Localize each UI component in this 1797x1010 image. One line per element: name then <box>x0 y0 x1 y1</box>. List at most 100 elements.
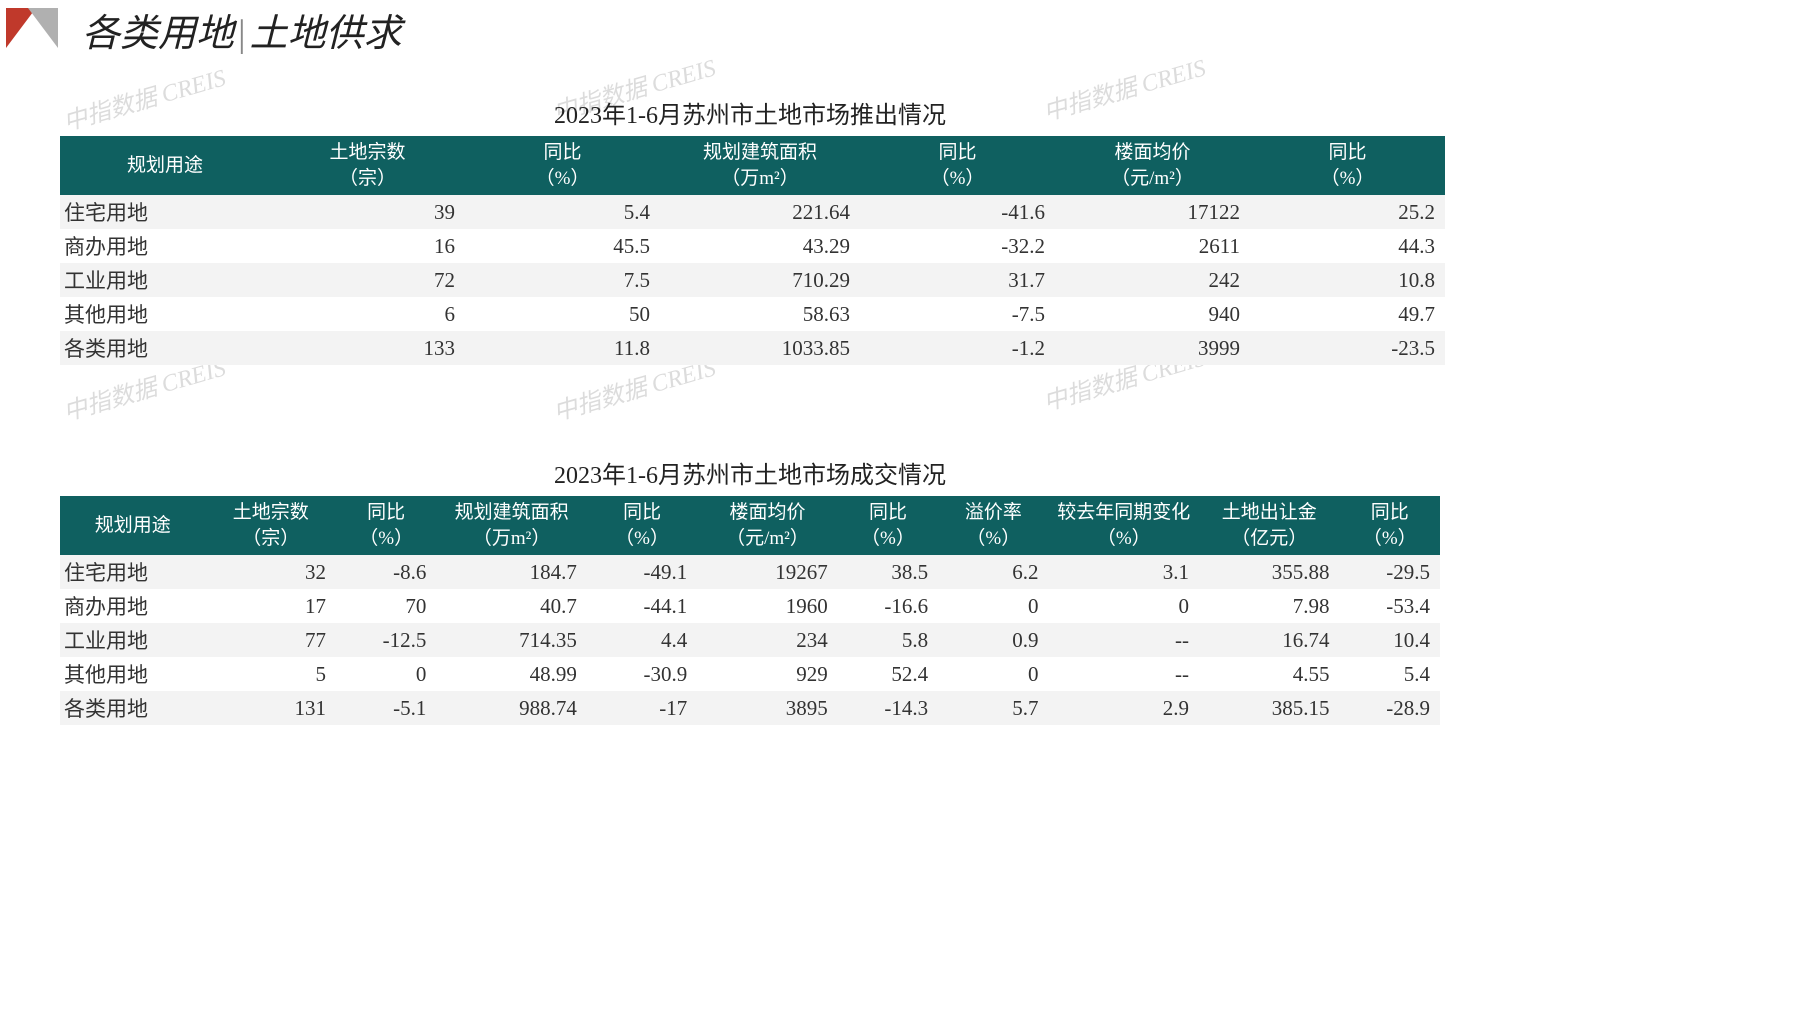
col-header: 规划用途 <box>60 496 206 555</box>
cell-value: 4.55 <box>1199 657 1340 691</box>
table-row: 工业用地77-12.5714.354.42345.80.9--16.7410.4 <box>60 623 1440 657</box>
cell-value: 184.7 <box>436 555 587 589</box>
cell-value: 5.4 <box>465 195 660 229</box>
cell-value: 43.29 <box>660 229 860 263</box>
cell-value: 5.4 <box>1340 657 1440 691</box>
cell-value: -14.3 <box>838 691 938 725</box>
logo-mark <box>6 8 66 48</box>
table1-container: 2023年1-6月苏州市土地市场推出情况规划用途土地宗数（宗）同比（%）规划建筑… <box>60 95 1440 365</box>
cell-value: 58.63 <box>660 297 860 331</box>
cell-value: 929 <box>697 657 838 691</box>
cell-value: -- <box>1049 623 1200 657</box>
cell-value: 1033.85 <box>660 331 860 365</box>
cell-value: 44.3 <box>1250 229 1445 263</box>
cell-value: -41.6 <box>860 195 1055 229</box>
cell-value: 17 <box>206 589 336 623</box>
deal-table-title: 2023年1-6月苏州市土地市场成交情况 <box>60 455 1440 490</box>
supply-table-title: 2023年1-6月苏州市土地市场推出情况 <box>60 95 1440 130</box>
col-header: 土地宗数（宗） <box>270 136 465 195</box>
row-label: 工业用地 <box>60 623 206 657</box>
table2-container: 2023年1-6月苏州市土地市场成交情况规划用途土地宗数（宗）同比（%）规划建筑… <box>60 455 1440 725</box>
cell-value: -5.1 <box>336 691 436 725</box>
row-label: 其他用地 <box>60 297 270 331</box>
cell-value: 3895 <box>697 691 838 725</box>
col-header: 较去年同期变化（%） <box>1049 496 1200 555</box>
cell-value: -32.2 <box>860 229 1055 263</box>
cell-value: 39 <box>270 195 465 229</box>
cell-value: 0.9 <box>938 623 1048 657</box>
cell-value: 0 <box>1049 589 1200 623</box>
row-label: 商办用地 <box>60 229 270 263</box>
cell-value: -53.4 <box>1340 589 1440 623</box>
cell-value: 17122 <box>1055 195 1250 229</box>
cell-value: 45.5 <box>465 229 660 263</box>
cell-value: -8.6 <box>336 555 436 589</box>
cell-value: 6 <box>270 297 465 331</box>
cell-value: 133 <box>270 331 465 365</box>
cell-value: -29.5 <box>1340 555 1440 589</box>
cell-value: 4.4 <box>587 623 697 657</box>
cell-value: -12.5 <box>336 623 436 657</box>
cell-value: 6.2 <box>938 555 1048 589</box>
cell-value: 25.2 <box>1250 195 1445 229</box>
cell-value: 1960 <box>697 589 838 623</box>
cell-value: -16.6 <box>838 589 938 623</box>
cell-value: 0 <box>336 657 436 691</box>
table-row: 各类用地131-5.1988.74-173895-14.35.72.9385.1… <box>60 691 1440 725</box>
cell-value: 2.9 <box>1049 691 1200 725</box>
cell-value: 10.8 <box>1250 263 1445 297</box>
cell-value: 7.5 <box>465 263 660 297</box>
cell-value: 11.8 <box>465 331 660 365</box>
cell-value: 234 <box>697 623 838 657</box>
cell-value: 242 <box>1055 263 1250 297</box>
col-header: 楼面均价（元/m²） <box>697 496 838 555</box>
cell-value: 131 <box>206 691 336 725</box>
cell-value: 38.5 <box>838 555 938 589</box>
cell-value: 221.64 <box>660 195 860 229</box>
table-row: 工业用地727.5710.2931.724210.8 <box>60 263 1445 297</box>
col-header: 同比（%） <box>1250 136 1445 195</box>
row-label: 各类用地 <box>60 691 206 725</box>
cell-value: 49.7 <box>1250 297 1445 331</box>
row-label: 住宅用地 <box>60 555 206 589</box>
title-sep: | <box>238 13 246 55</box>
cell-value: 2611 <box>1055 229 1250 263</box>
title-part-a: 各类用地 <box>82 13 234 55</box>
table-row: 商办用地1645.543.29-32.2261144.3 <box>60 229 1445 263</box>
row-label: 其他用地 <box>60 657 206 691</box>
cell-value: 31.7 <box>860 263 1055 297</box>
cell-value: 16.74 <box>1199 623 1340 657</box>
col-header: 土地出让金（亿元） <box>1199 496 1340 555</box>
cell-value: 16 <box>270 229 465 263</box>
cell-value: -23.5 <box>1250 331 1445 365</box>
col-header: 楼面均价（元/m²） <box>1055 136 1250 195</box>
cell-value: -49.1 <box>587 555 697 589</box>
table-row: 其他用地5048.99-30.992952.40--4.555.4 <box>60 657 1440 691</box>
table-row: 住宅用地395.4221.64-41.61712225.2 <box>60 195 1445 229</box>
col-header: 规划建筑面积（万m²） <box>436 496 587 555</box>
col-header: 同比（%） <box>838 496 938 555</box>
table-row: 商办用地177040.7-44.11960-16.6007.98-53.4 <box>60 589 1440 623</box>
cell-value: 52.4 <box>838 657 938 691</box>
cell-value: 5.7 <box>938 691 1048 725</box>
cell-value: -- <box>1049 657 1200 691</box>
cell-value: -44.1 <box>587 589 697 623</box>
cell-value: 32 <box>206 555 336 589</box>
cell-value: 10.4 <box>1340 623 1440 657</box>
cell-value: 40.7 <box>436 589 587 623</box>
row-label: 商办用地 <box>60 589 206 623</box>
cell-value: 0 <box>938 589 1048 623</box>
cell-value: 988.74 <box>436 691 587 725</box>
page-title: 各类用地|土地供求 <box>82 2 402 57</box>
col-header: 同比（%） <box>336 496 436 555</box>
cell-value: 70 <box>336 589 436 623</box>
cell-value: 77 <box>206 623 336 657</box>
col-header: 溢价率（%） <box>938 496 1048 555</box>
row-label: 住宅用地 <box>60 195 270 229</box>
title-part-b: 土地供求 <box>250 13 402 55</box>
cell-value: -17 <box>587 691 697 725</box>
col-header: 规划建筑面积（万m²） <box>660 136 860 195</box>
col-header: 同比（%） <box>465 136 660 195</box>
col-header: 同比（%） <box>587 496 697 555</box>
cell-value: -30.9 <box>587 657 697 691</box>
